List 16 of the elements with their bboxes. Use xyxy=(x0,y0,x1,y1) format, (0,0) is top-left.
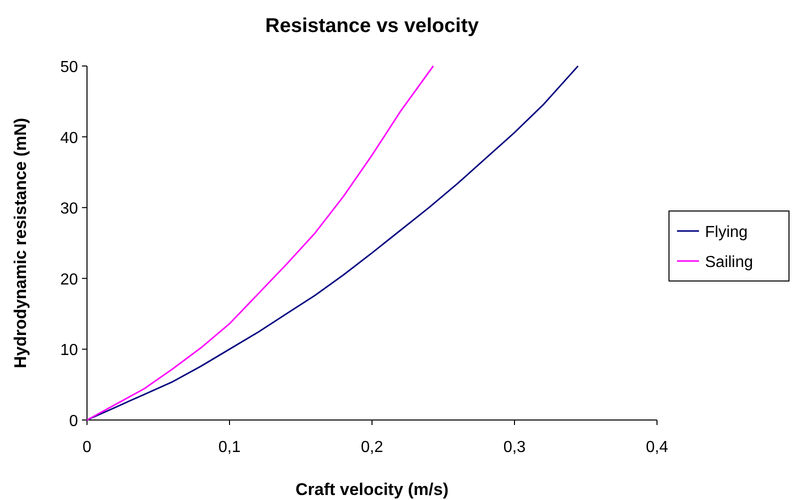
y-tick-label: 0 xyxy=(69,413,78,430)
y-tick-label: 50 xyxy=(60,59,78,76)
x-tick-label: 0,2 xyxy=(360,439,384,456)
y-tick-label: 30 xyxy=(60,200,78,218)
chart-title: Resistance vs velocity xyxy=(265,15,480,37)
x-tick-label: 0,3 xyxy=(503,439,526,456)
x-axis-title: Craft velocity (m/s) xyxy=(295,480,449,499)
y-tick-label: 40 xyxy=(60,130,78,147)
y-tick-label: 20 xyxy=(60,271,78,288)
x-tick-label: 0 xyxy=(82,439,92,456)
x-tick-label: 0,1 xyxy=(218,439,241,456)
legend-label: Flying xyxy=(705,224,748,241)
y-axis-title: Hydrodynamic resistance (mN) xyxy=(11,118,30,368)
y-tick-label: 10 xyxy=(60,342,78,360)
legend-label: Sailing xyxy=(705,254,754,271)
x-tick-label: 0,4 xyxy=(646,439,668,456)
